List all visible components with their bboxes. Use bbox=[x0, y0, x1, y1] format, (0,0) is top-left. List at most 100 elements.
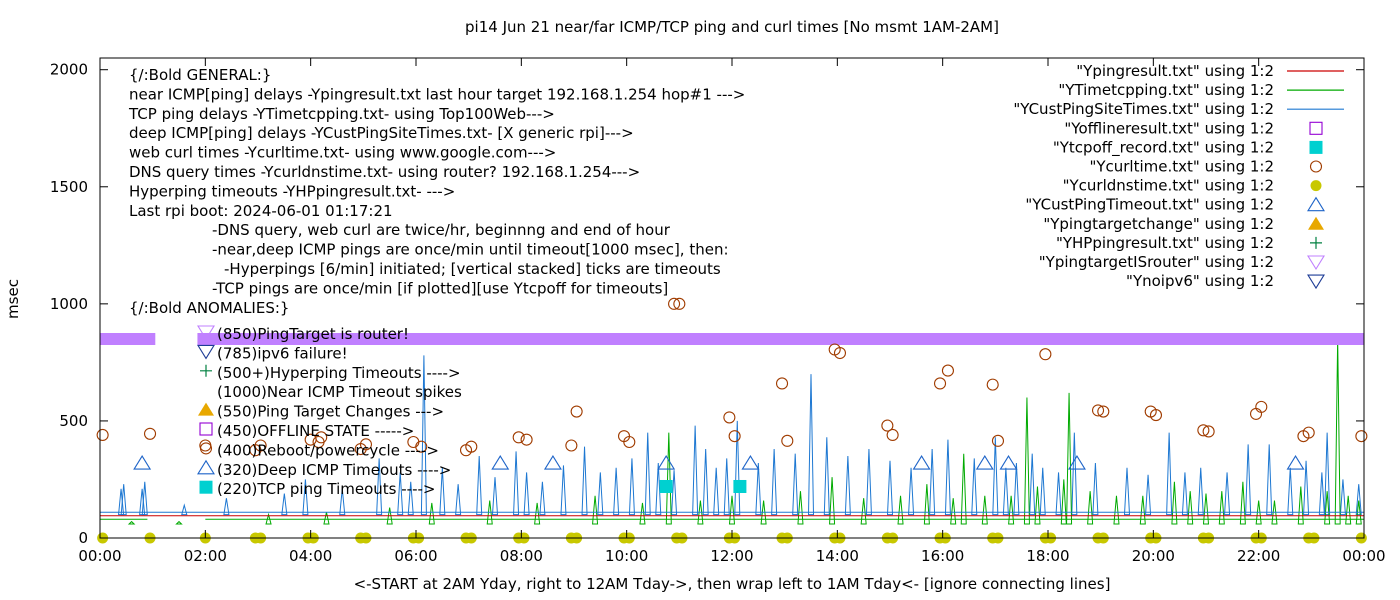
spike-mark-0-51 bbox=[1071, 432, 1078, 516]
annotation-line-11: -TCP pings are once/min [if plotted][use… bbox=[212, 279, 668, 297]
point-0-21 bbox=[673, 297, 686, 310]
spike-mark-0-12 bbox=[420, 355, 427, 516]
x-tick-label-2: 04:00 bbox=[289, 547, 332, 565]
annotation-line-12: {/:Bold ANOMALIES:} bbox=[129, 299, 289, 317]
spike-mark-0-3 bbox=[141, 481, 148, 516]
spike-mark-1-1 bbox=[175, 520, 183, 525]
spike-mark-0-53 bbox=[1123, 467, 1131, 516]
spike-mark-0-42 bbox=[929, 449, 936, 516]
spike-mark-0-57 bbox=[1197, 467, 1204, 516]
spike-mark-0-19 bbox=[539, 481, 546, 516]
y-tick-label-0: 0 bbox=[78, 529, 88, 547]
spike-mark-0-31 bbox=[723, 458, 730, 516]
spike-mark-1-30 bbox=[1171, 481, 1178, 525]
point-2-4 bbox=[741, 455, 760, 470]
point-0-25 bbox=[781, 434, 794, 447]
anomaly-marker-2 bbox=[200, 364, 212, 377]
spike-mark-0-39 bbox=[865, 449, 872, 516]
anomaly-label-1: (785)ipv6 failure! bbox=[217, 344, 348, 362]
spike-mark-0-11 bbox=[407, 481, 414, 516]
marker-series-0 bbox=[96, 297, 1368, 457]
point-2-1 bbox=[491, 455, 510, 470]
legend-swatch-11 bbox=[1307, 274, 1325, 290]
spike-mark-0-61 bbox=[1287, 467, 1294, 516]
point-0-33 bbox=[991, 434, 1005, 447]
legend-swatch-8 bbox=[1308, 216, 1324, 230]
anomaly-label-7: (320)Deep ICMP Timeouts ----> bbox=[217, 461, 451, 479]
spike-mark-0-17 bbox=[513, 451, 520, 516]
point-2-7 bbox=[999, 455, 1018, 470]
legend-label-10: "YpingtargetISrouter" using 1:2 bbox=[1039, 253, 1274, 271]
point-0-19 bbox=[623, 435, 636, 449]
spike-mark-1-17 bbox=[897, 495, 904, 525]
annotation-line-6: Hyperping timeouts -YHPpingresult.txt- -… bbox=[129, 182, 455, 200]
point-0-29 bbox=[886, 428, 899, 442]
spike-mark-0-20 bbox=[560, 465, 567, 516]
spike-mark-0-64 bbox=[1324, 432, 1331, 516]
spike-mark-0-28 bbox=[692, 425, 699, 516]
spike-mark-1-26 bbox=[1066, 392, 1073, 525]
spike-mark-0-21 bbox=[581, 446, 588, 516]
annotation-line-9: -near,deep ICMP pings are once/min until… bbox=[212, 241, 729, 259]
anomaly-marker-1 bbox=[197, 344, 215, 360]
point-0-41 bbox=[1249, 407, 1263, 420]
point-2-9 bbox=[1286, 455, 1305, 470]
spike-mark-0-30 bbox=[713, 467, 720, 516]
spike-mark-0-59 bbox=[1245, 444, 1252, 516]
spike-mark-0-10 bbox=[397, 472, 404, 516]
spike-mark-0-9 bbox=[376, 458, 383, 516]
spike-mark-1-10 bbox=[665, 432, 672, 525]
spike-mark-1-23 bbox=[1023, 397, 1030, 525]
spike-mark-0-40 bbox=[886, 460, 894, 516]
x-tick-label-0: 00:00 bbox=[78, 547, 121, 565]
anomaly-marker-6 bbox=[199, 442, 213, 455]
spike-mark-1-18 bbox=[923, 484, 930, 525]
point-2-5 bbox=[912, 455, 931, 470]
chart-title: pi14 Jun 21 near/far ICMP/TCP ping and c… bbox=[465, 18, 999, 36]
point-0-14 bbox=[512, 431, 525, 444]
point-0-35 bbox=[1091, 404, 1105, 417]
spike-mark-0-15 bbox=[476, 456, 483, 516]
legend-label-2: "YCustPingSiteTimes.txt" using 1:2 bbox=[1013, 100, 1274, 118]
spike-mark-1-25 bbox=[1060, 479, 1067, 525]
legend-label-4: "Ytcpoff_record.txt" using 1:2 bbox=[1053, 138, 1274, 157]
annotation-line-4: web curl times -Ycurltime.txt- using www… bbox=[129, 144, 556, 162]
spike-mark-0-18 bbox=[523, 472, 530, 516]
spike-mark-1-24 bbox=[1034, 486, 1041, 525]
legend: "Ypingresult.txt" using 1:2"YTimetcpping… bbox=[1013, 62, 1344, 290]
spike-mark-0-34 bbox=[771, 449, 778, 516]
spike-mark-1-34 bbox=[1239, 481, 1246, 525]
spike-mark-0-41 bbox=[908, 467, 915, 516]
anomaly-label-5: (450)OFFLINE STATE -----> bbox=[217, 422, 414, 440]
spike-mark-1-9 bbox=[639, 502, 646, 525]
anomaly-label-6: (400)Reboot/powercycle ----> bbox=[217, 441, 439, 459]
annotation-line-5: DNS query times -Ycurldnstime.txt- using… bbox=[129, 163, 640, 181]
spike-mark-0-66 bbox=[1355, 484, 1362, 516]
legend-label-8: "Ypingtargetchange" using 1:2 bbox=[1043, 215, 1274, 233]
spike-mark-1-37 bbox=[1297, 486, 1304, 525]
annotation-line-10: -Hyperpings [6/min] initiated; [vertical… bbox=[224, 260, 721, 278]
spike-mark-0-38 bbox=[844, 456, 851, 516]
point-0-16 bbox=[565, 439, 578, 452]
point-0-27 bbox=[833, 346, 847, 360]
spike-mark-0-45 bbox=[992, 437, 999, 516]
point-0-32 bbox=[986, 378, 999, 391]
legend-swatch-5 bbox=[1309, 160, 1323, 173]
point-0-31 bbox=[941, 364, 954, 377]
legend-label-3: "Yofflineresult.txt" using 1:2 bbox=[1064, 119, 1274, 137]
point-0-22 bbox=[723, 411, 736, 424]
anomaly-label-3: (1000)Near ICMP Timeout spikes bbox=[217, 383, 462, 401]
y-axis-label: msec bbox=[4, 279, 22, 319]
point-0-24 bbox=[775, 377, 789, 390]
spike-mark-0-49 bbox=[1039, 467, 1046, 516]
annotation-line-0: {/:Bold GENERAL:} bbox=[129, 66, 271, 84]
anomaly-marker-5 bbox=[199, 422, 213, 436]
marker-series-3 bbox=[659, 479, 747, 493]
y-tick-label-3: 1500 bbox=[50, 178, 88, 196]
spike-mark-0-22 bbox=[597, 472, 604, 516]
spike-mark-1-27 bbox=[1087, 491, 1094, 525]
spike-mark-1-16 bbox=[860, 498, 867, 525]
annotation-line-8: -DNS query, web curl are twice/hr, begin… bbox=[212, 221, 671, 239]
point-0-20 bbox=[668, 297, 681, 310]
spike-mark-1-32 bbox=[1202, 493, 1210, 525]
